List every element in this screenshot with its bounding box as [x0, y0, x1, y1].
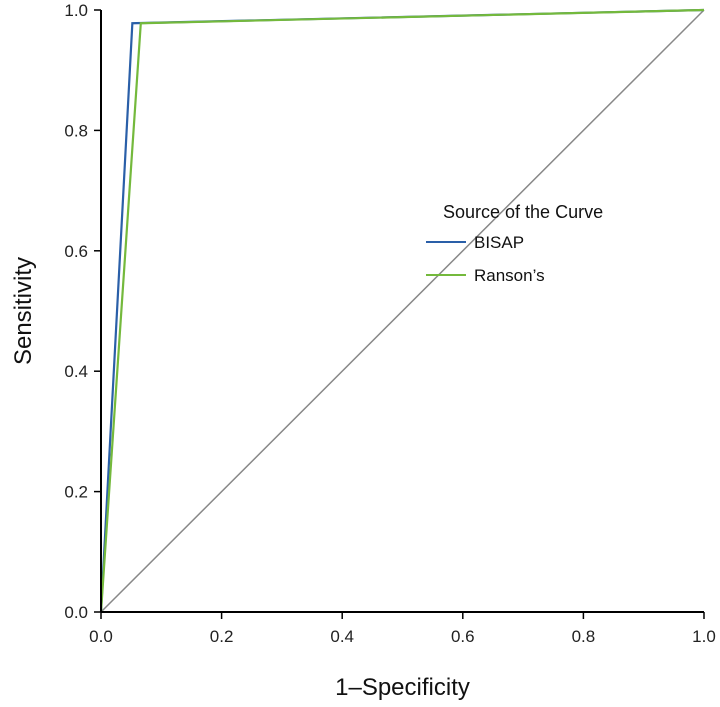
- y-tick-label: 0.2: [64, 483, 88, 502]
- x-tick-label: 0.0: [89, 627, 113, 646]
- x-tick-label: 1.0: [692, 627, 716, 646]
- y-axis-title: Sensitivity: [10, 257, 37, 365]
- series-layer: [99, 8, 705, 613]
- legend: Source of the Curve BISAP Ranson’s: [426, 202, 603, 285]
- legend-item-ransons: Ranson’s: [426, 266, 545, 285]
- axes-layer: [100, 10, 704, 613]
- ticks-layer: 0.0 0.2 0.4 0.6 0.8 1.0 0.0 0.2 0.4 0.6 0.8 1.0: [64, 1, 715, 646]
- legend-label-bisap: BISAP: [474, 233, 524, 252]
- y-tick-label: 1.0: [64, 1, 88, 20]
- reference-line-layer: [100, 9, 705, 613]
- legend-title: Source of the Curve: [443, 202, 603, 222]
- x-tick-label: 0.4: [330, 627, 354, 646]
- x-tick-label: 0.2: [210, 627, 234, 646]
- legend-label-ransons: Ranson’s: [474, 266, 545, 285]
- reference-diagonal-line: [100, 9, 705, 613]
- y-tick-label: 0.4: [64, 362, 88, 381]
- x-tick-label: 0.6: [451, 627, 475, 646]
- legend-item-bisap: BISAP: [426, 233, 524, 252]
- y-tick-label: 0.0: [64, 603, 88, 622]
- y-tick-label: 0.8: [64, 121, 88, 140]
- y-tick-label: 0.6: [64, 242, 88, 261]
- x-tick-label: 0.8: [572, 627, 596, 646]
- x-axis-title: 1–Specificity: [335, 674, 470, 701]
- series-line-ransons: [99, 8, 705, 613]
